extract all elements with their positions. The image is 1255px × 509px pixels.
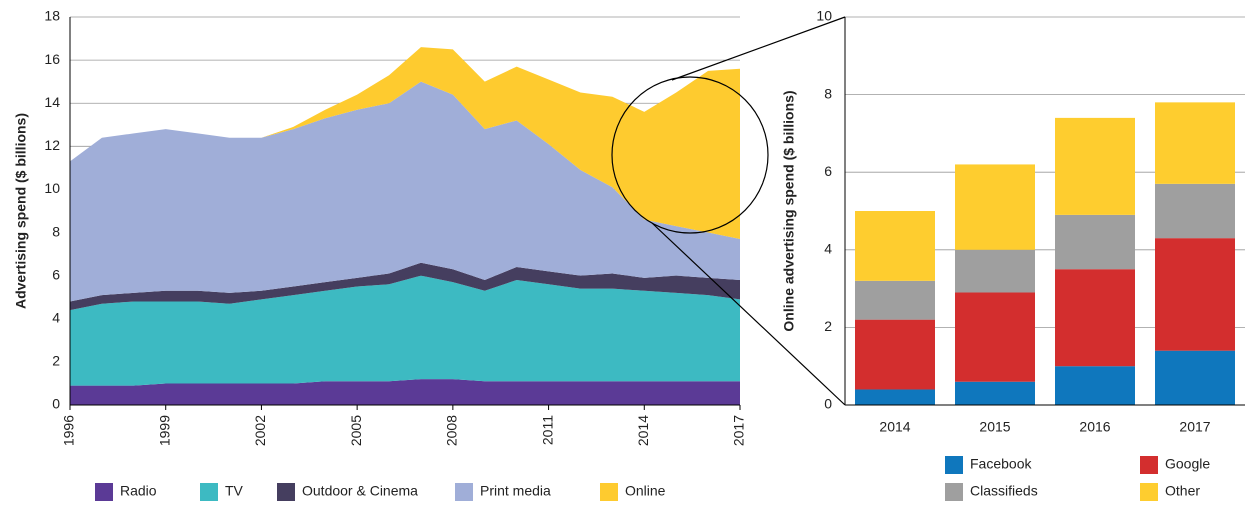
bar-segment <box>855 211 935 281</box>
y-axis-title: Online advertising spend ($ billions) <box>781 90 797 331</box>
bar-segment <box>855 389 935 405</box>
bar-segment <box>855 280 935 320</box>
area <box>70 47 740 240</box>
zoom-line <box>651 222 846 406</box>
bar-segment <box>1055 117 1135 215</box>
y-tick-label: 10 <box>44 180 60 196</box>
area <box>70 81 740 302</box>
x-tick-label: 2015 <box>979 419 1010 435</box>
area <box>70 262 740 311</box>
area <box>70 379 740 405</box>
legend-label: TV <box>225 483 244 499</box>
legend-label: Google <box>1165 456 1210 472</box>
legend-label: Facebook <box>970 456 1032 472</box>
x-tick-label: 2017 <box>731 415 747 446</box>
legend-swatch <box>455 483 473 501</box>
y-tick-label: 2 <box>824 318 832 334</box>
bar-segment <box>955 292 1035 382</box>
x-tick-label: 1996 <box>61 415 77 446</box>
zoom-line <box>671 16 846 81</box>
x-tick-label: 2016 <box>1079 419 1110 435</box>
x-tick-label: 2005 <box>348 415 364 446</box>
y-tick-label: 6 <box>52 266 60 282</box>
bar-segment <box>1155 350 1235 405</box>
x-tick-label: 2014 <box>879 419 910 435</box>
bar-segment <box>955 381 1035 405</box>
y-tick-label: 8 <box>824 85 832 101</box>
y-tick-label: 0 <box>52 396 60 412</box>
y-tick-label: 10 <box>816 8 832 24</box>
y-tick-label: 2 <box>52 353 60 369</box>
y-tick-label: 12 <box>44 137 60 153</box>
bar-segment <box>1155 238 1235 351</box>
legend-swatch <box>945 483 963 501</box>
x-tick-label: 2014 <box>635 415 651 446</box>
area <box>70 275 740 386</box>
legend-swatch <box>945 456 963 474</box>
y-tick-label: 4 <box>52 309 60 325</box>
y-tick-label: 18 <box>44 8 60 24</box>
legend-label: Online <box>625 483 666 499</box>
y-tick-label: 14 <box>44 94 60 110</box>
legend-label: Outdoor & Cinema <box>302 483 418 499</box>
legend-swatch <box>600 483 618 501</box>
bar-segment <box>955 164 1035 250</box>
legend-swatch <box>95 483 113 501</box>
x-tick-label: 1999 <box>156 415 172 446</box>
x-tick-label: 2017 <box>1179 419 1210 435</box>
x-tick-label: 2002 <box>252 415 268 446</box>
y-tick-label: 16 <box>44 51 60 67</box>
legend-swatch <box>277 483 295 501</box>
bar-segment <box>1055 366 1135 405</box>
bar-segment <box>1055 269 1135 367</box>
bar-segment <box>1055 214 1135 270</box>
legend-label: Classifieds <box>970 483 1038 499</box>
bar-segment <box>855 319 935 390</box>
y-axis-title: Advertising spend ($ billions) <box>13 113 29 309</box>
legend-swatch <box>200 483 218 501</box>
legend-label: Other <box>1165 483 1200 499</box>
y-tick-label: 8 <box>52 223 60 239</box>
x-tick-label: 2008 <box>444 415 460 446</box>
bar-segment <box>1155 102 1235 184</box>
legend-label: Radio <box>120 483 157 499</box>
legend-swatch <box>1140 483 1158 501</box>
y-tick-label: 6 <box>824 163 832 179</box>
bar-segment <box>955 249 1035 293</box>
legend-label: Print media <box>480 483 551 499</box>
y-tick-label: 4 <box>824 241 832 257</box>
bar-segment <box>1155 183 1235 239</box>
legend-swatch <box>1140 456 1158 474</box>
x-tick-label: 2011 <box>539 415 555 445</box>
zoom-circle <box>611 76 769 234</box>
y-tick-label: 0 <box>824 396 832 412</box>
